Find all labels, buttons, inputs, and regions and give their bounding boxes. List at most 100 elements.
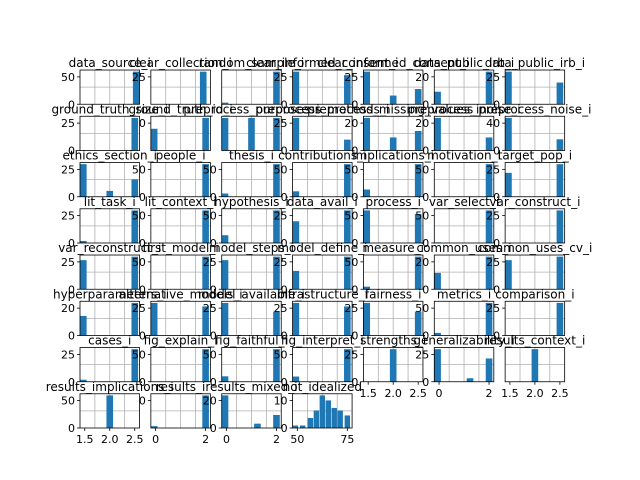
y-tick-label: 0 [351,98,358,111]
histogram-bar [273,117,280,151]
x-tick-label: 1.5 [76,433,94,446]
histogram-bar [221,260,229,290]
y-tick-label: 0 [68,98,75,111]
axes-frame [150,254,211,290]
y-tick-label: 50 [344,256,358,269]
panel-title: results_mixed_i [205,380,297,394]
axes-frame [504,115,566,151]
axes-frame [292,115,353,151]
histogram-bar [80,379,87,382]
histogram-panel: 0 0 2 results_i [139,380,211,446]
axes-frame [79,347,140,383]
histogram-bar [106,395,114,428]
histogram-panel: 0 50 people_i [132,149,211,204]
histogram-bar [292,376,300,382]
y-tick-label: 0 [281,237,288,250]
y-tick-label: 0 [422,98,429,111]
histogram-bar [131,117,139,151]
panel-title: fig_explain_i [144,334,218,348]
histogram-bar [221,193,229,197]
histogram-bar [150,128,158,151]
axes-frame [150,393,211,429]
y-tick-label: 0 [422,283,429,296]
histogram-bar [80,240,87,243]
histogram-bar [273,349,280,382]
y-tick-label: 25 [274,256,288,269]
y-tick-label: 50 [132,163,146,176]
y-tick-label: 0 [281,191,288,204]
histogram-bar [363,117,371,151]
y-tick-label: 0 [139,330,146,343]
y-tick-label: 20 [415,117,429,130]
histogram-panel: 0 50 metrics_i [415,287,495,343]
y-tick-label: 25 [132,71,146,84]
y-tick-label: 25 [274,210,288,223]
histogram-bar [556,210,564,243]
y-tick-label: 25 [486,256,500,269]
histogram-bar [292,117,300,151]
panel-title: ground_truth_id_i [128,102,232,116]
histogram-bar [414,89,422,105]
axes-frame [150,69,211,105]
panel-title: preprocess_methods_i [255,102,389,116]
y-tick-label: 0 [493,237,500,250]
axes-frame [292,162,353,198]
y-tick-label: 25 [61,256,75,269]
panel-title: process_i [365,195,420,209]
axes-frame [433,115,495,151]
histogram-bar [505,71,512,105]
histogram-bar [273,164,280,197]
histogram-panel: 0 50 thesis_i [203,149,282,204]
x-tick-label: 2 [273,433,280,446]
histogram-bar [292,270,300,290]
x-tick-label: 2.5 [551,387,569,400]
axes-frame [363,208,424,244]
axes-frame [221,393,282,429]
panel-title: results_i [156,380,206,394]
axes-frame [221,115,282,151]
axes-frame [79,162,140,198]
panel-title: preprocess_noise_i [478,102,591,116]
histogram-bar [325,400,331,428]
histogram-bar [273,256,280,290]
y-tick-label: 25 [274,117,288,130]
histogram-bar [485,302,493,336]
axes-frame [433,300,495,336]
panel-title: preprocess_purposes_i [183,102,319,116]
panel-title: model_steps_i [209,241,294,255]
histogram-bar [292,71,300,105]
axes-frame [363,69,424,105]
panel-title: var_reconstruct_i [58,241,161,255]
axes-frame [221,347,282,383]
histogram-bar [414,213,422,243]
y-tick-label: 50 [344,163,358,176]
histogram-bar [389,349,397,382]
histogram-bar [221,376,229,382]
axes-frame [504,162,566,198]
axes-frame [79,208,140,244]
y-tick-label: 50 [61,395,75,408]
y-tick-label: 50 [344,210,358,223]
panel-title: people_i [156,149,206,163]
histogram-bar [221,235,229,243]
histogram-bar [363,286,371,290]
histogram-bar [485,71,493,105]
axes-frame [292,347,353,383]
histogram-bar [80,260,87,290]
y-tick-label: 0 [281,376,288,389]
axes-frame [292,393,353,429]
histogram-bar [131,349,139,382]
histogram-bar [292,425,298,428]
